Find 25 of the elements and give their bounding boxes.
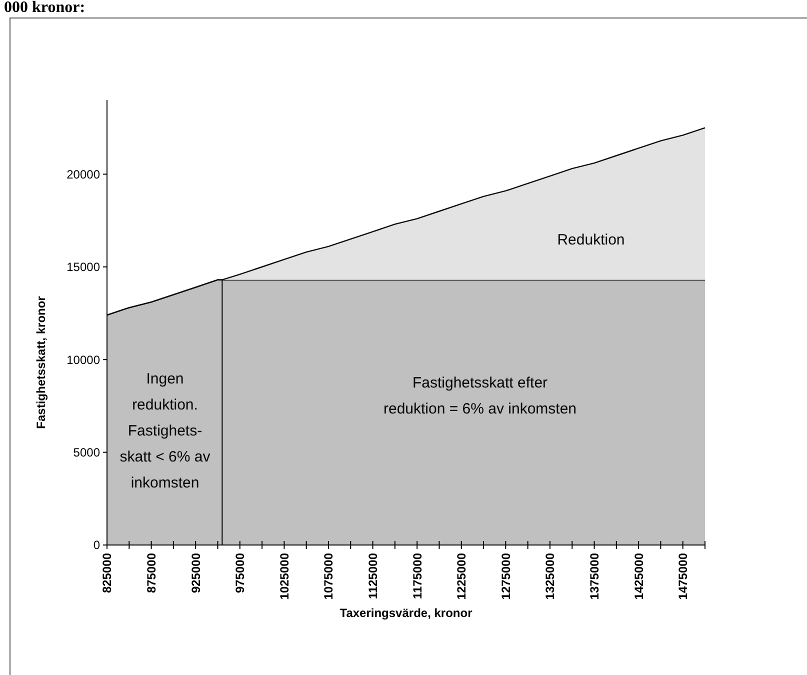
y-axis-title: Fastighetsskatt, kronor [34,296,48,429]
x-tick-label: 925000 [188,552,203,594]
x-tick-label: 1175000 [410,552,424,600]
y-tick-label: 10000 [66,352,100,367]
x-tick-label: 1025000 [277,552,292,600]
x-tick-label: 1125000 [366,552,380,600]
y-tick-label: 20000 [66,167,100,182]
x-axis-title: Taxeringsvärde, kronor [340,606,473,620]
x-tick-label: 1275000 [498,552,513,600]
x-tick-label: 1475000 [676,552,690,600]
y-tick-label: 5000 [73,445,100,460]
x-tick-label: 1375000 [587,552,602,600]
x-tick-label: 1225000 [454,552,469,600]
x-tick-label: 1075000 [322,552,336,600]
y-tick-label: 0 [93,538,100,552]
annotation: Ingen reduktion. Fastighets- skatt < 6% av inkomsten [120,370,211,492]
chart-title: 000 kronor: [4,0,86,16]
x-tick-label: 875000 [144,552,158,594]
x-tick-label: 975000 [233,552,248,594]
annotation: Reduktion [557,231,625,248]
y-tick-label: 15000 [66,260,100,274]
x-tick-label: 825000 [100,552,114,594]
x-tick-label: 1425000 [632,552,646,600]
x-tick-label: 1325000 [543,552,558,600]
annotation: Fastighetsskatt efter reduktion = 6% av inkomsten [383,374,577,418]
